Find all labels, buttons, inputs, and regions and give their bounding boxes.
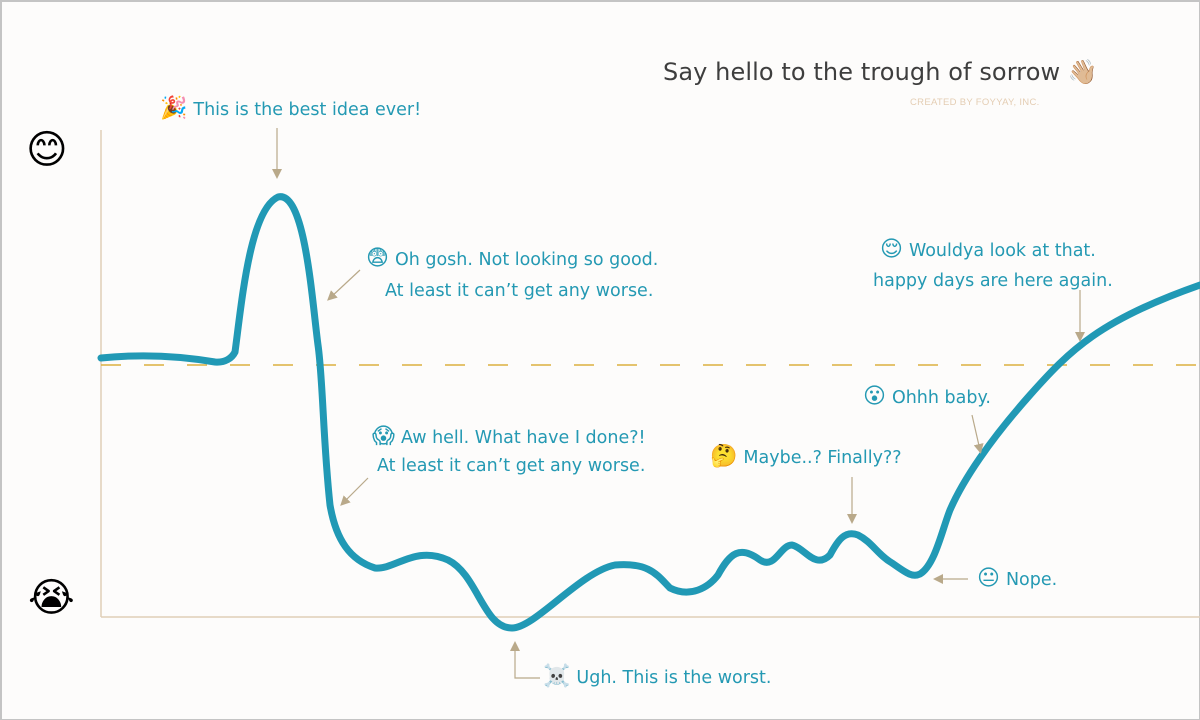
annotation-aw-hell: 😱 Aw hell. What have I done?! <box>372 424 646 449</box>
skull-crossbones-icon: ☠️ <box>543 664 571 689</box>
annotation-worst: ☠️ Ugh. This is the worst. <box>543 664 772 689</box>
arrow-oh-gosh <box>327 269 361 301</box>
annotation-maybe: 🤔 Maybe..? Finally?? <box>710 444 902 469</box>
crying-face-icon: 😭 <box>28 575 75 621</box>
surprised-face-icon: 😮 <box>863 384 886 409</box>
annotation-ohhh-baby: 😮 Ohhh baby. <box>863 384 991 409</box>
chart-title: Say hello to the trough of sorrow 👋🏼 <box>663 58 1098 86</box>
annotation-aw-hell-line2: At least it can’t get any worse. <box>377 456 646 476</box>
arrow-aw-hell <box>340 477 369 506</box>
party-popper-icon: 🎉 <box>160 96 188 121</box>
annotation-wouldya: 😌 Wouldya look at that. <box>880 237 1096 262</box>
relieved-face-icon: 😌 <box>880 237 903 262</box>
screaming-face-icon: 😱 <box>372 424 395 449</box>
annotation-best-idea: 🎉 This is the best idea ever! <box>160 96 422 121</box>
happy-face-icon: 😊 <box>26 127 68 173</box>
annotation-wouldya-line2: happy days are here again. <box>873 271 1113 291</box>
thinking-face-icon: 🤔 <box>710 444 738 469</box>
arrow-ohhh-baby <box>971 414 984 454</box>
neutral-face-icon: 😐 <box>977 566 1000 591</box>
anxious-face-icon: 😨 <box>366 246 389 271</box>
annotation-oh-gosh-line2: At least it can’t get any worse. <box>385 281 654 301</box>
arrow-worst <box>510 641 540 679</box>
annotation-oh-gosh: 😨 Oh gosh. Not looking so good. <box>366 246 659 271</box>
chart-subtitle: CREATED BY FOYYAY, INC. <box>910 97 1040 108</box>
annotation-nope: 😐 Nope. <box>977 566 1058 591</box>
emotion-curve <box>97 193 1200 632</box>
